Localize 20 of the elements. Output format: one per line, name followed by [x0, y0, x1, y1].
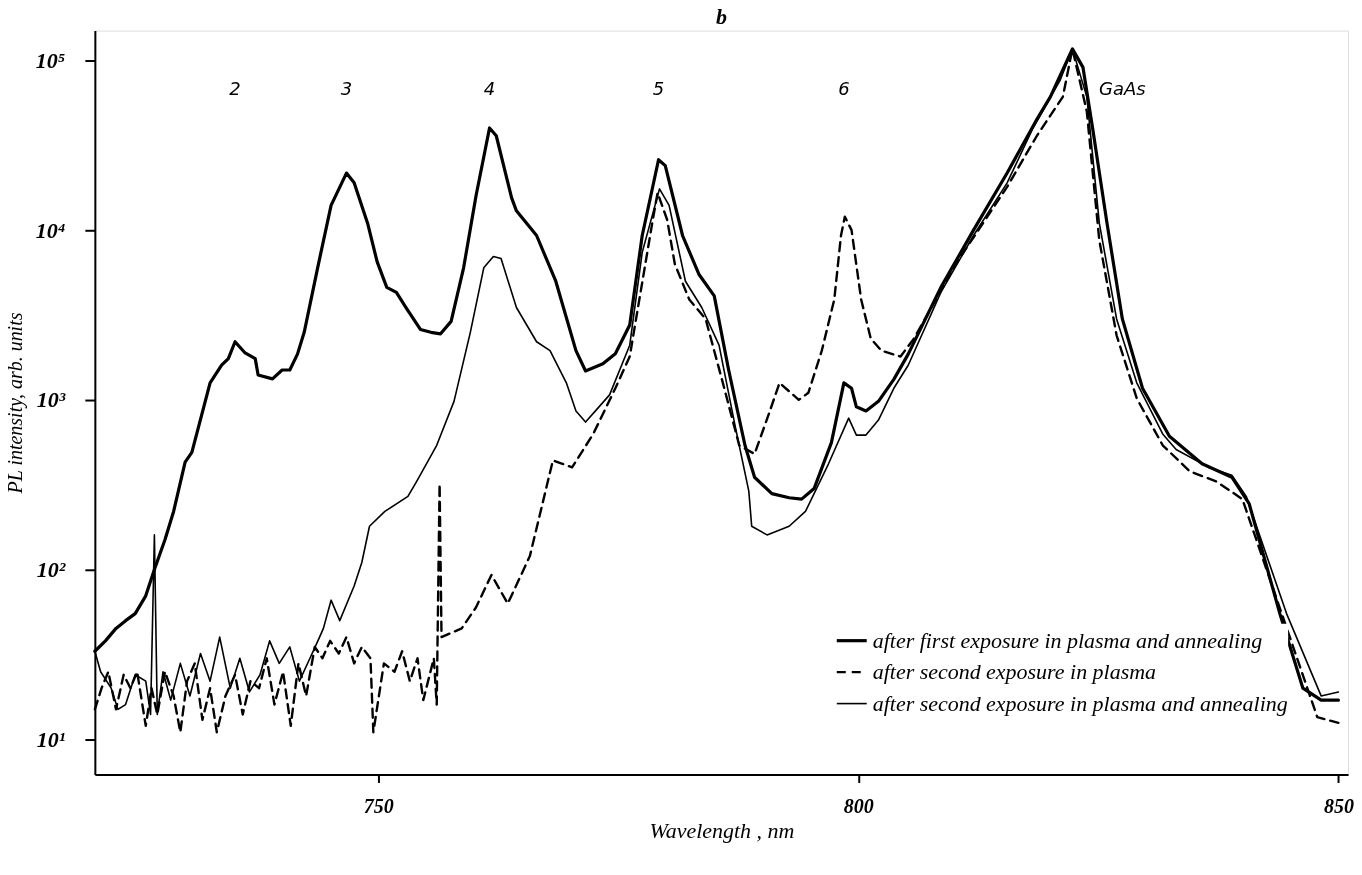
annotation: 2 [229, 78, 241, 100]
y-tick-label: 10² [36, 557, 66, 583]
annotation: 4 [483, 78, 496, 100]
annotation: GaAs [1099, 78, 1146, 100]
legend-label: after second exposure in plasma [872, 659, 1157, 685]
x-axis-title: Wavelength , nm [649, 817, 795, 843]
x-tick-label: 750 [363, 794, 394, 817]
y-tick-label: 10³ [36, 387, 66, 413]
annotation: 6 [838, 78, 850, 100]
x-tick-label: 800 [843, 794, 874, 817]
y-tick-label: 10¹ [36, 726, 66, 752]
y-tick-label: 10⁵ [35, 47, 66, 73]
legend-label: after second exposure in plasma and annealing [872, 690, 1288, 716]
x-tick-label: 850 [1323, 794, 1354, 817]
chart-title: b [715, 3, 727, 29]
y-tick-label: 10⁴ [35, 217, 66, 243]
annotation: 3 [340, 78, 353, 100]
annotation: 5 [652, 78, 665, 100]
legend-label: after first exposure in plasma and annealing [872, 627, 1263, 653]
y-axis-title: PL intensity, arb. units [3, 312, 27, 495]
